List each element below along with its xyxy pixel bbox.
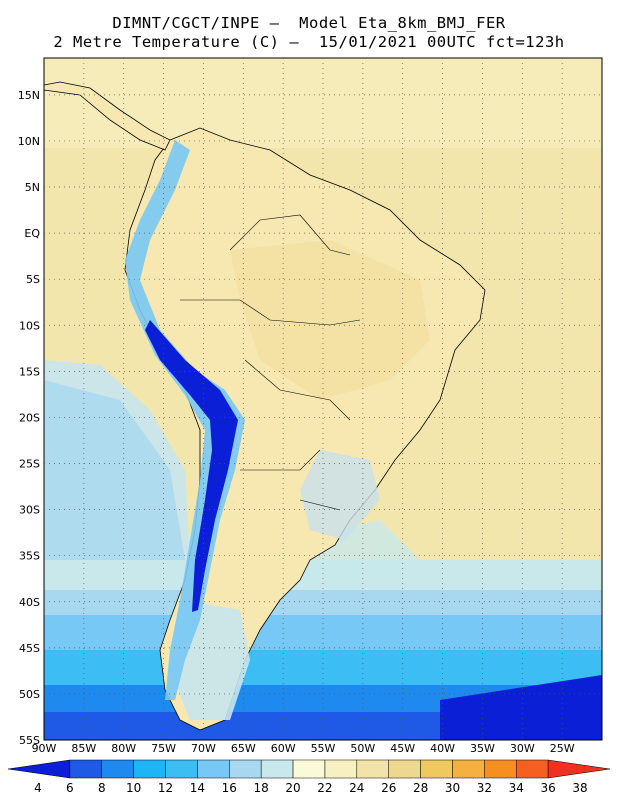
lat-tick-label: 55S xyxy=(19,734,40,747)
map-title-line1: DIMNT/CGCT/INPE – Model Eta_8km_BMJ_FER xyxy=(112,14,506,32)
colorbar-swatch xyxy=(69,759,103,779)
colorbar-swatch xyxy=(7,759,71,779)
lon-tick-label: 65W xyxy=(231,742,256,755)
colorbar-tick-label: 32 xyxy=(477,781,492,795)
graticule xyxy=(44,58,602,740)
south-brazil-cool-region xyxy=(300,450,380,540)
colorbar-swatch xyxy=(292,759,326,779)
lon-tick-label: 75W xyxy=(151,742,176,755)
lon-tick-label: 50W xyxy=(350,742,375,755)
lon-tick-label: 45W xyxy=(390,742,415,755)
colorbar-tick-label: 34 xyxy=(509,781,524,795)
lat-tick-label: 45S xyxy=(19,642,40,655)
lat-tick-label: 35S xyxy=(19,550,40,563)
lat-tick-label: 10S xyxy=(19,319,40,332)
latitude-labels: 15N 10N 5N EQ 5S 10S 15S 20S 25S 30S 35S 40S 45S 50S 5… xyxy=(18,89,41,747)
colorbar-tick-label: 30 xyxy=(445,781,460,795)
colorbar-tick-label: 36 xyxy=(540,781,555,795)
colorbar-swatch xyxy=(165,759,198,779)
lon-tick-label: 30W xyxy=(510,742,535,755)
map-title-line2: 2 Metre Temperature (C) – 15/01/2021 00U… xyxy=(53,33,565,51)
colorbar-tick-label: 8 xyxy=(98,781,106,795)
colorbar-swatch xyxy=(101,759,134,779)
colorbar-tick-label: 18 xyxy=(254,781,269,795)
lat-tick-label: 20S xyxy=(19,411,40,424)
lat-tick-label: 50S xyxy=(19,688,40,701)
central-america-landmass xyxy=(44,81,171,151)
lat-tick-label: 5N xyxy=(25,181,40,194)
colorbar-swatch xyxy=(547,759,611,779)
colorbar-labels: 4 6 8 10 12 14 16 18 20 22 24 26 28 30 32 34 36 38 xyxy=(34,781,587,795)
colorbar-swatch xyxy=(356,759,389,779)
map-field xyxy=(44,58,602,740)
lon-tick-label: 85W xyxy=(71,742,96,755)
lon-tick-label: 40W xyxy=(430,742,455,755)
colorbar-swatch xyxy=(229,759,262,779)
colorbar-swatch xyxy=(260,759,294,779)
colorbar-tick-label: 6 xyxy=(66,781,74,795)
colorbar-tick-label: 14 xyxy=(190,781,205,795)
colorbar xyxy=(7,759,611,779)
colorbar-tick-label: 12 xyxy=(158,781,173,795)
colorbar-swatch xyxy=(484,759,517,779)
colorbar-swatch xyxy=(388,759,421,779)
andes-coldest-band xyxy=(145,320,238,612)
lon-tick-label: 70W xyxy=(191,742,216,755)
lon-tick-label: 25W xyxy=(550,742,575,755)
lat-tick-label: 10N xyxy=(18,135,40,148)
colorbar-swatch xyxy=(324,759,358,779)
colorbar-tick-label: 24 xyxy=(349,781,364,795)
ocean-coldest-patch xyxy=(440,675,602,740)
lat-tick-label: 5S xyxy=(26,273,40,286)
colorbar-tick-label: 28 xyxy=(413,781,428,795)
lat-tick-label: 15S xyxy=(19,365,40,378)
lon-tick-label: 80W xyxy=(111,742,136,755)
lon-tick-label: 90W xyxy=(32,742,57,755)
colorbar-tick-label: 26 xyxy=(381,781,396,795)
lon-tick-label: 35W xyxy=(470,742,495,755)
colorbar-tick-label: 38 xyxy=(572,781,587,795)
colorbar-tick-label: 4 xyxy=(34,781,42,795)
colorbar-tick-label: 10 xyxy=(126,781,141,795)
lat-tick-label: EQ xyxy=(24,227,40,240)
colorbar-tick-label: 20 xyxy=(285,781,300,795)
lat-tick-label: 40S xyxy=(19,596,40,609)
colorbar-swatch xyxy=(515,759,549,779)
lon-tick-label: 60W xyxy=(271,742,296,755)
colorbar-tick-label: 16 xyxy=(222,781,237,795)
colorbar-swatch xyxy=(420,759,453,779)
amazon-warm-region xyxy=(230,240,430,400)
longitude-labels: 90W 85W 80W 75W 70W 65W 60W 55W 50W 45W 40W 35W 30W 2… xyxy=(32,742,575,755)
colorbar-swatch xyxy=(452,759,485,779)
lat-tick-label: 30S xyxy=(19,504,40,517)
colorbar-tick-label: 22 xyxy=(317,781,332,795)
lon-tick-label: 55W xyxy=(311,742,336,755)
colorbar-swatch xyxy=(197,759,230,779)
colorbar-swatch xyxy=(133,759,166,779)
lat-tick-label: 15N xyxy=(18,89,40,102)
lat-tick-label: 25S xyxy=(19,458,40,471)
country-borders xyxy=(180,214,361,511)
pacific-cooler-zone xyxy=(44,380,185,560)
